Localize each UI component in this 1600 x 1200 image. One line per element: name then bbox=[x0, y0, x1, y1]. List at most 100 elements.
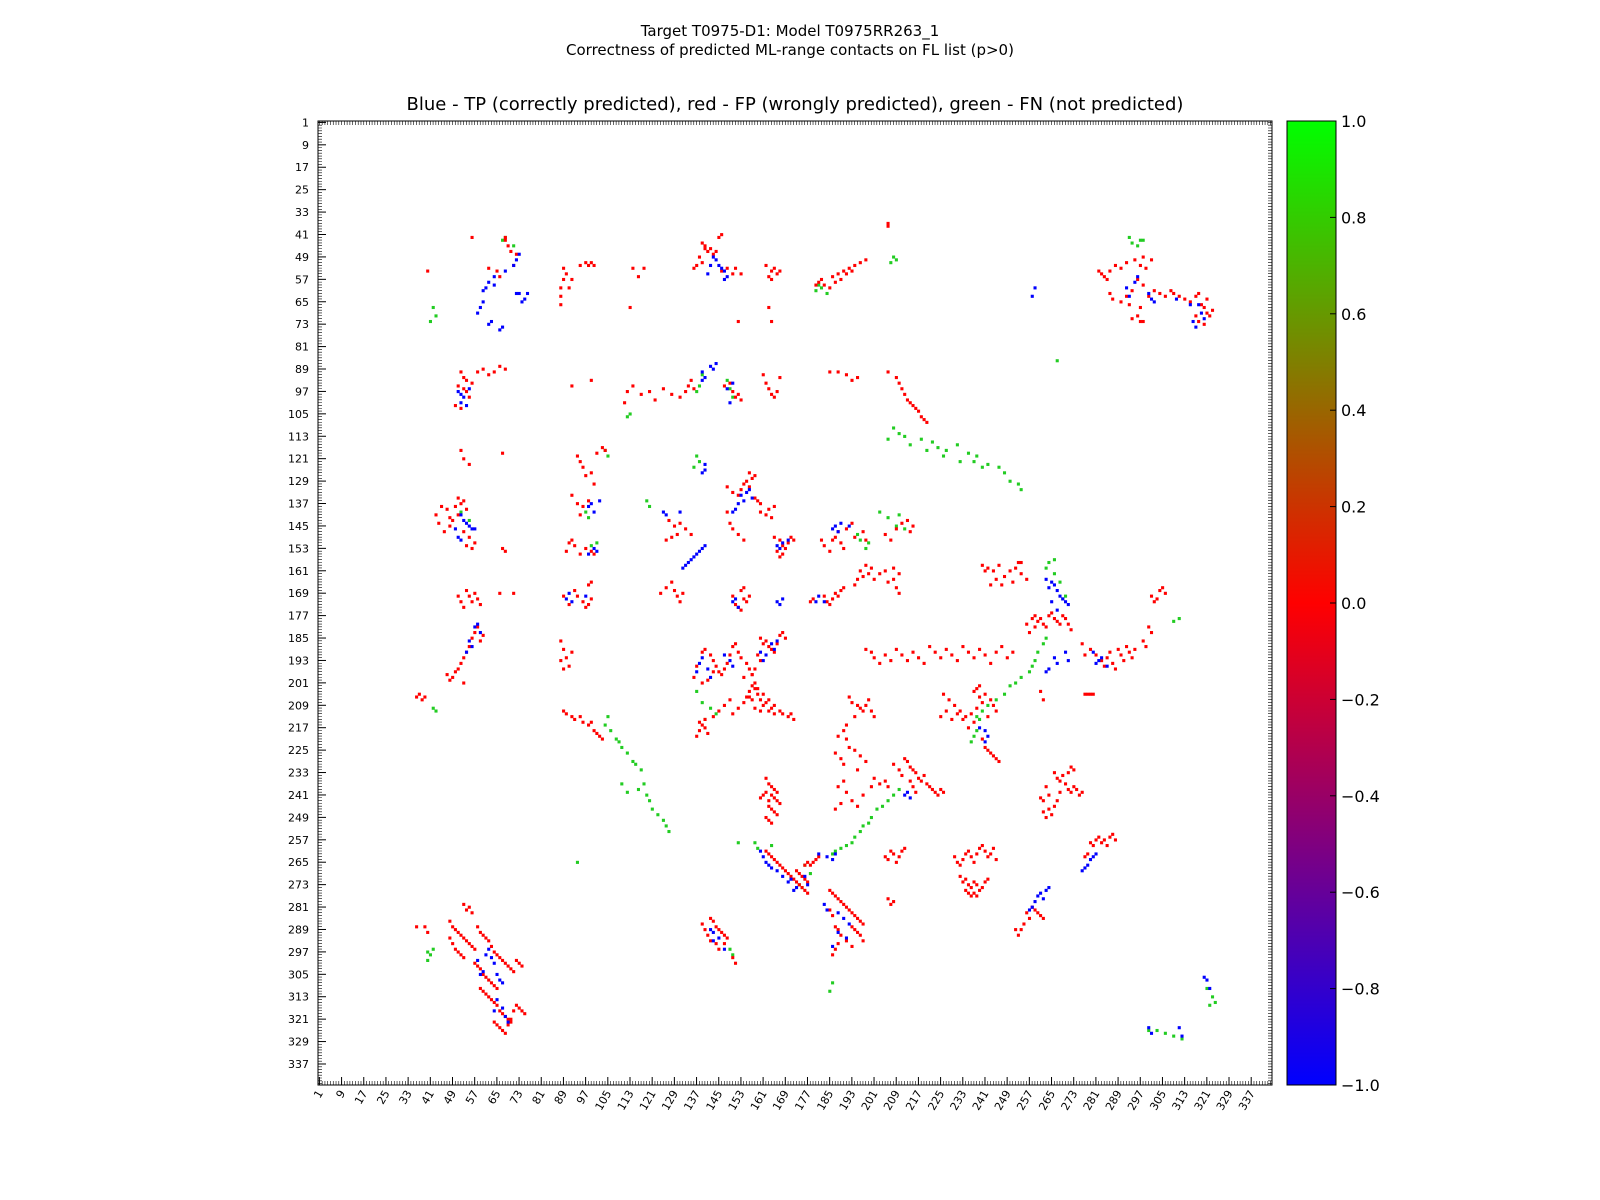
contact-fp bbox=[1094, 838, 1098, 842]
contact-fn bbox=[903, 527, 907, 531]
contact-fp bbox=[767, 275, 771, 279]
x-tick-label: 89 bbox=[552, 1088, 570, 1107]
contact-fn bbox=[1044, 566, 1048, 570]
contact-fp bbox=[1044, 625, 1048, 629]
y-tick-label: 97 bbox=[295, 385, 309, 398]
y-tick-label: 273 bbox=[288, 879, 309, 892]
contact-fp bbox=[692, 266, 696, 270]
contact-tp bbox=[1064, 650, 1068, 654]
contact-fp bbox=[844, 272, 848, 276]
contact-fn bbox=[1172, 619, 1176, 623]
contact-fp bbox=[1088, 692, 1093, 696]
contact-tp bbox=[833, 524, 837, 528]
contact-tp bbox=[1152, 300, 1156, 304]
contact-tp bbox=[1149, 1031, 1154, 1035]
contact-fn bbox=[431, 305, 435, 310]
contact-tp bbox=[703, 468, 707, 472]
contact-fp bbox=[742, 597, 746, 601]
contact-fp bbox=[892, 852, 896, 856]
contact-fp bbox=[883, 653, 887, 657]
contact-fp bbox=[864, 538, 868, 542]
contact-fp bbox=[978, 695, 982, 699]
contact-fp bbox=[703, 928, 707, 932]
contact-tp bbox=[722, 653, 726, 657]
contact-fp bbox=[850, 911, 854, 915]
contact-tp bbox=[492, 1009, 496, 1013]
contact-fp bbox=[562, 667, 566, 671]
contact-fp bbox=[758, 636, 763, 640]
y-tick-label: 265 bbox=[288, 856, 309, 869]
contact-fp bbox=[570, 538, 574, 542]
contact-fp bbox=[1000, 645, 1004, 649]
contact-tp bbox=[1091, 855, 1095, 859]
contact-fp bbox=[978, 647, 982, 651]
contact-fp bbox=[770, 516, 774, 520]
contact-fp bbox=[728, 653, 732, 657]
contact-fp bbox=[983, 569, 987, 573]
contact-fp bbox=[989, 852, 993, 856]
contact-fp bbox=[775, 272, 779, 276]
contact-fp bbox=[958, 709, 962, 713]
x-tick-label: 241 bbox=[970, 1088, 992, 1113]
contact-fp bbox=[778, 555, 782, 559]
contact-tp bbox=[700, 370, 704, 374]
contact-fp bbox=[747, 485, 751, 489]
contact-fp bbox=[1083, 653, 1087, 657]
contact-fp bbox=[925, 420, 929, 424]
contact-fp bbox=[1149, 258, 1154, 262]
contact-fp bbox=[437, 521, 441, 525]
contact-tp bbox=[1055, 661, 1059, 665]
contact-fp bbox=[842, 586, 846, 590]
contact-fp bbox=[578, 513, 582, 517]
contact-fn bbox=[850, 841, 854, 845]
contact-fp bbox=[817, 855, 821, 859]
contact-fp bbox=[986, 566, 990, 570]
contact-fp bbox=[894, 647, 898, 651]
contact-fp bbox=[872, 656, 876, 660]
contact-fp bbox=[767, 782, 771, 786]
contact-tp bbox=[700, 378, 704, 382]
contact-fp bbox=[783, 869, 787, 873]
y-tick-label: 137 bbox=[288, 498, 309, 511]
contact-fp bbox=[1039, 796, 1043, 800]
contact-fn bbox=[894, 524, 898, 528]
contact-fp bbox=[467, 942, 471, 946]
contact-fp bbox=[1199, 303, 1203, 307]
x-tick-label: 33 bbox=[396, 1088, 414, 1107]
contact-fp bbox=[451, 675, 455, 679]
contact-fn bbox=[980, 709, 984, 713]
contact-fp bbox=[1152, 289, 1156, 293]
contact-fp bbox=[900, 849, 904, 853]
contact-fp bbox=[1075, 787, 1079, 792]
contact-fp bbox=[758, 709, 763, 713]
contact-tp bbox=[462, 518, 466, 523]
contact-fn bbox=[606, 715, 610, 719]
x-tick-label: 49 bbox=[441, 1088, 459, 1107]
contact-tp bbox=[489, 956, 494, 960]
contact-fp bbox=[847, 908, 851, 912]
contact-fp bbox=[953, 855, 957, 859]
contact-fp bbox=[503, 961, 507, 965]
contact-fp bbox=[775, 790, 779, 794]
contact-fp bbox=[720, 269, 724, 273]
contact-fp bbox=[514, 958, 518, 962]
contact-fp bbox=[1033, 614, 1037, 618]
contact-tp bbox=[709, 263, 713, 268]
contact-fp bbox=[453, 947, 457, 951]
y-tick-label: 17 bbox=[295, 161, 309, 174]
y-tick-label: 153 bbox=[288, 542, 309, 555]
contact-fp bbox=[733, 395, 738, 399]
contact-fp bbox=[878, 661, 882, 665]
contact-tp bbox=[700, 546, 704, 551]
contact-fp bbox=[781, 552, 785, 556]
contact-fp bbox=[1130, 289, 1134, 293]
contact-fp bbox=[487, 995, 491, 999]
contact-fp bbox=[753, 681, 757, 685]
contact-fp bbox=[1113, 838, 1117, 842]
contact-fp bbox=[858, 919, 862, 923]
contact-fp bbox=[783, 546, 787, 551]
contact-fp bbox=[498, 591, 502, 595]
contact-fp bbox=[670, 535, 674, 539]
contact-fp bbox=[714, 942, 718, 946]
contact-fp bbox=[933, 650, 937, 654]
